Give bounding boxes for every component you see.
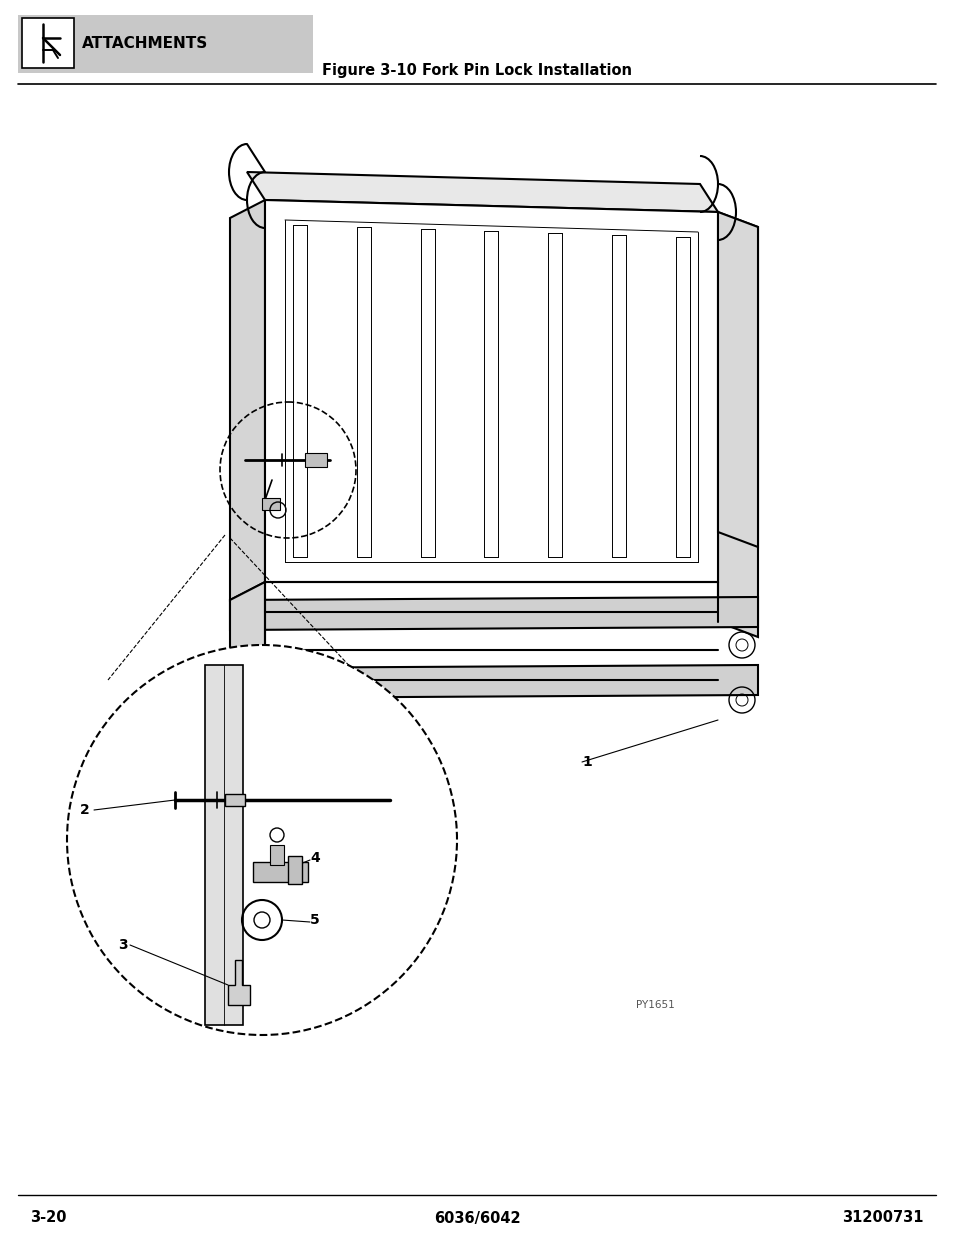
Bar: [288, 856, 302, 884]
Text: PY1651: PY1651: [635, 1000, 674, 1010]
Text: 6036/6042: 6036/6042: [434, 1210, 519, 1225]
Bar: [305, 453, 327, 467]
Polygon shape: [230, 597, 758, 630]
Text: Figure 3-10 Fork Pin Lock Installation: Figure 3-10 Fork Pin Lock Installation: [322, 63, 631, 78]
Polygon shape: [230, 200, 265, 600]
Bar: [253, 862, 308, 882]
Bar: [270, 845, 284, 864]
Polygon shape: [230, 582, 265, 778]
Bar: [205, 664, 243, 1025]
Text: 5: 5: [310, 913, 319, 927]
Text: 3: 3: [118, 939, 128, 952]
Text: 4: 4: [310, 851, 319, 864]
Bar: [262, 498, 280, 510]
Text: 1: 1: [581, 755, 591, 769]
Polygon shape: [265, 200, 718, 582]
Polygon shape: [247, 172, 718, 212]
Text: 31200731: 31200731: [841, 1210, 923, 1225]
Bar: [22, 19, 74, 68]
Polygon shape: [228, 960, 250, 1005]
Bar: [18, 15, 313, 73]
Polygon shape: [230, 664, 758, 698]
Circle shape: [67, 645, 456, 1035]
Bar: [225, 794, 245, 806]
Text: 3-20: 3-20: [30, 1210, 67, 1225]
Text: 2: 2: [80, 803, 90, 818]
Polygon shape: [718, 212, 758, 637]
Text: ATTACHMENTS: ATTACHMENTS: [82, 36, 208, 51]
Polygon shape: [718, 212, 758, 547]
